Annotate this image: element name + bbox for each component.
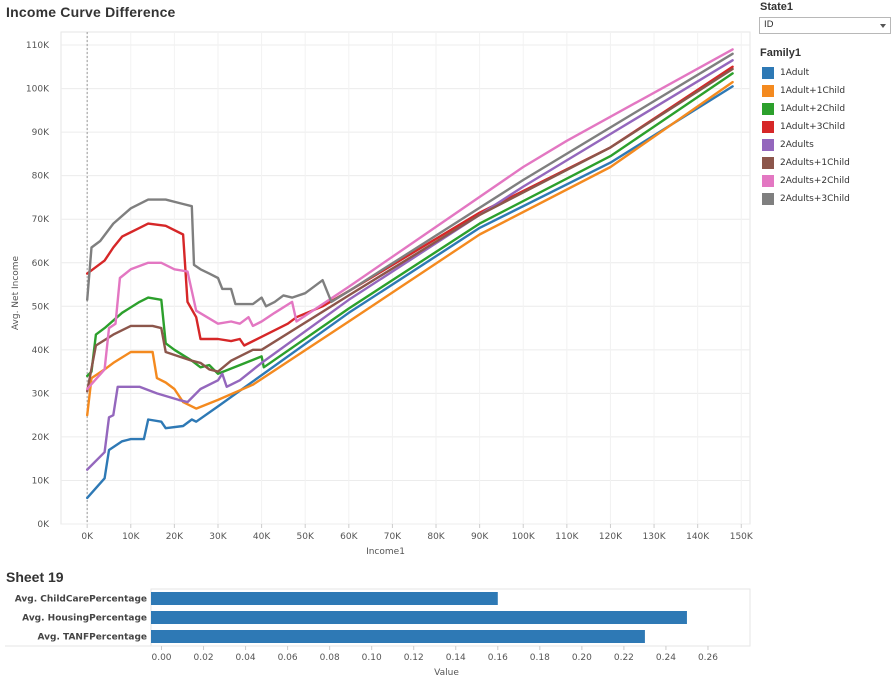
legend-swatch [762,85,774,97]
series-line-2adults[interactable] [86,59,734,471]
x-tick-label: 0K [81,532,94,542]
y-tick-label: 0K [37,520,50,530]
series-line-1adult-1child[interactable] [86,80,734,417]
y-tick-label: 20K [32,433,50,443]
legend-swatch [762,175,774,187]
legend-swatch [762,193,774,205]
x-tick-label: 20K [166,532,184,542]
legend-swatch [762,139,774,151]
bar-x-tick-label: 0.06 [278,653,298,663]
bar-category-label: Avg. HousingPercentage [22,614,147,624]
bar-x-tick-label: 0.10 [362,653,382,663]
bar[interactable] [151,630,645,643]
series-line-1adult[interactable] [86,85,734,500]
y-tick-label: 100K [26,85,50,95]
legend-swatch [762,157,774,169]
chevron-down-icon[interactable] [880,24,886,28]
x-tick-label: 60K [340,532,358,542]
legend-label: 2Adults+2Child [780,176,850,186]
y-tick-label: 10K [32,476,50,486]
bar-x-tick-label: 0.22 [614,653,634,663]
legend-item[interactable]: 2Adults+1Child [762,154,850,172]
y-tick-label: 90K [32,128,50,138]
legend-label: 2Adults+1Child [780,158,850,168]
state-filter-value: ID [764,20,774,30]
bar-x-tick-label: 0.20 [572,653,592,663]
x-axis-title: Income1 [366,547,405,557]
bar-category-label: Avg. TANFPercentage [38,633,148,643]
series-line-2adults-3child[interactable] [86,52,734,308]
x-tick-label: 120K [599,532,623,542]
x-tick-label: 80K [427,532,445,542]
legend-label: 2Adults+3Child [780,194,850,204]
legend-item[interactable]: 2Adults [762,136,850,154]
x-tick-label: 110K [555,532,579,542]
legend-label: 1Adult+1Child [780,86,846,96]
x-tick-label: 90K [471,532,489,542]
x-tick-label: 40K [253,532,271,542]
bar-category-label: Avg. ChildCarePercentage [15,595,147,605]
income-line-chart: 0K 10K 20K 30K 40K 50K 60K 70K 80K 90K 100K 110K 0K 1… [11,31,754,557]
chart-title: Income Curve Difference [6,4,176,20]
series-line-1adult-2child[interactable] [86,72,734,378]
bar-x-tick-label: 0.02 [194,653,214,663]
bar[interactable] [151,611,687,624]
x-tick-label: 30K [209,532,227,542]
bar-x-tick-label: 0.16 [488,653,508,663]
series-line-2adults-2child[interactable] [86,48,734,391]
sheet-title: Sheet 19 [6,569,64,585]
bar-x-tick-label: 0.26 [698,653,718,663]
legend-item[interactable]: 2Adults+3Child [762,190,850,208]
legend-item[interactable]: 1Adult+1Child [762,82,850,100]
legend-label: 1Adult+3Child [780,122,846,132]
bar-x-axis-title: Value [434,668,459,678]
bar[interactable] [151,592,498,605]
legend-item[interactable]: 1Adult+3Child [762,118,850,136]
legend-title: Family1 [760,47,801,59]
family-legend: 1Adult 1Adult+1Child 1Adult+2Child 1Adult+3… [762,64,850,208]
bar-x-tick-label: 0.08 [320,653,340,663]
series-line-2adults-1child[interactable] [86,67,734,393]
x-tick-label: 140K [686,532,710,542]
y-tick-label: 60K [32,259,50,269]
legend-item[interactable]: 1Adult+2Child [762,100,850,118]
x-tick-label: 150K [730,532,754,542]
bar-x-tick-label: 0.18 [530,653,550,663]
state-filter-title: State1 [760,1,794,13]
state-filter-dropdown[interactable]: ID [759,17,891,34]
legend-label: 1Adult+2Child [780,104,846,114]
y-tick-label: 80K [32,172,50,182]
legend-swatch [762,67,774,79]
bar-x-tick-label: 0.24 [656,653,676,663]
bar-x-tick-label: 0.04 [236,653,256,663]
bar-x-tick-label: 0.00 [151,653,171,663]
x-tick-label: 100K [512,532,536,542]
x-tick-label: 70K [384,532,402,542]
legend-swatch [762,103,774,115]
legend-swatch [762,121,774,133]
y-tick-label: 110K [26,41,50,51]
legend-label: 1Adult [780,68,810,78]
x-tick-label: 50K [297,532,315,542]
legend-label: 2Adults [780,140,814,150]
legend-item[interactable]: 1Adult [762,64,850,82]
legend-item[interactable]: 2Adults+2Child [762,172,850,190]
y-tick-label: 50K [32,302,50,312]
bar-x-tick-label: 0.12 [404,653,424,663]
y-tick-label: 40K [32,346,50,356]
bar-x-tick-label: 0.14 [446,653,466,663]
x-tick-label: 10K [122,532,140,542]
y-tick-label: 70K [32,215,50,225]
x-tick-label: 130K [643,532,667,542]
y-tick-label: 30K [32,389,50,399]
y-axis-title: Avg. Net Income [11,255,21,330]
